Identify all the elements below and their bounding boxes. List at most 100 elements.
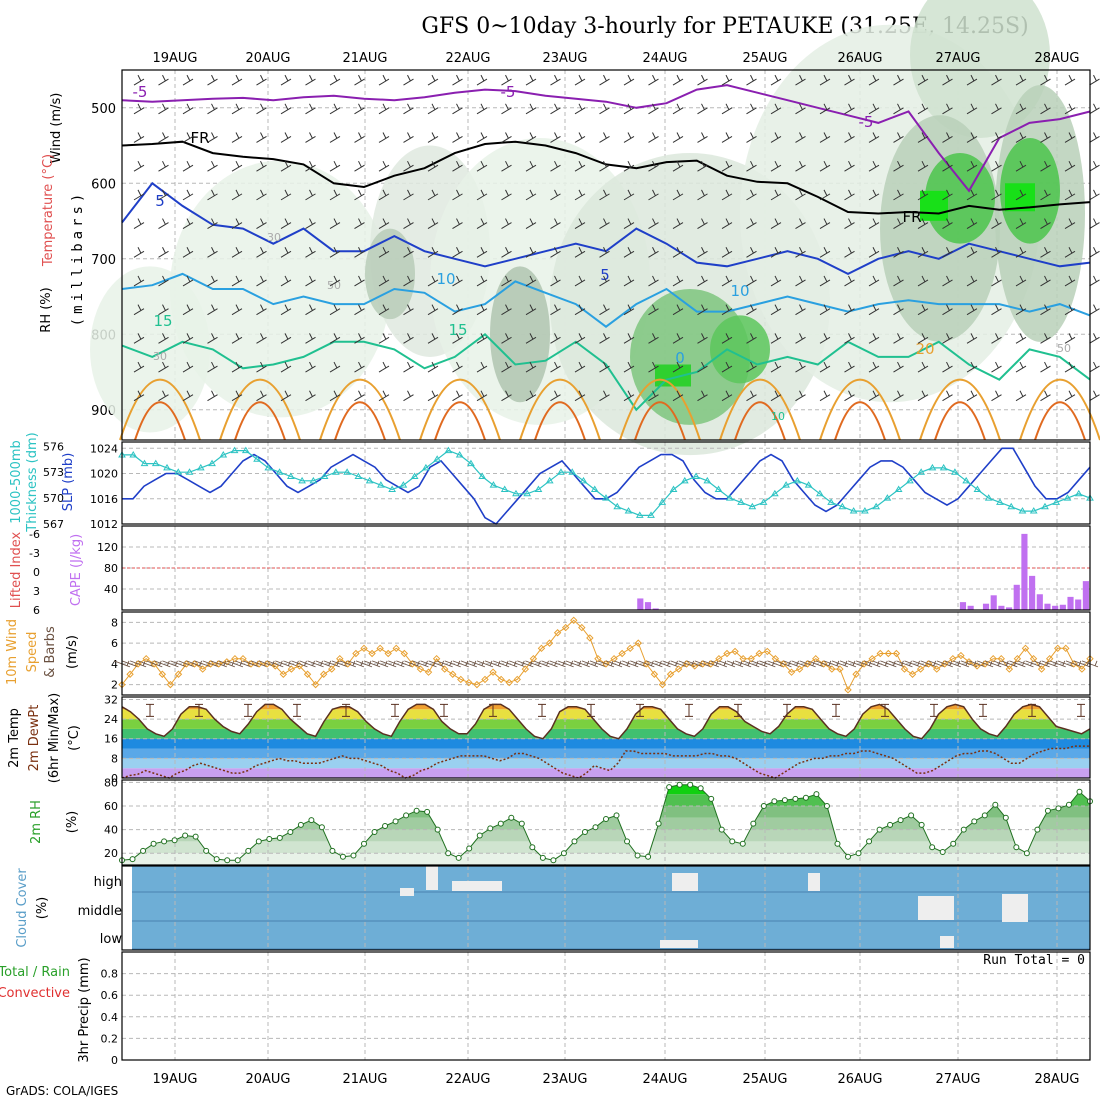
wind-barb [1089, 132, 1100, 143]
wind-barb [893, 390, 904, 402]
wind-barb [207, 304, 218, 316]
wind-barb [403, 333, 414, 344]
wind-barb [917, 132, 929, 143]
wind-barb [452, 390, 463, 402]
thickness-point [523, 489, 532, 497]
rh2m-point [876, 826, 883, 833]
wind-barb [648, 189, 659, 201]
wind-barb [231, 333, 243, 344]
wind-barb [427, 361, 439, 373]
wind-barb [672, 74, 684, 86]
rh2m-point [508, 814, 515, 821]
wind-barb [795, 218, 806, 229]
wind-barb [1015, 189, 1027, 201]
wind-barb [476, 189, 488, 201]
wind-barb [746, 103, 757, 115]
rh2m-point [529, 844, 536, 851]
thickness-point [534, 485, 543, 492]
wind-barb [721, 189, 733, 201]
wind-barb [133, 160, 145, 172]
wind-barb [917, 74, 929, 86]
wind-barb [378, 333, 390, 344]
date-label-bottom: 19AUG [152, 1072, 197, 1087]
wind-barb [182, 275, 194, 287]
wind-barb [819, 103, 831, 115]
wind-barb [868, 218, 880, 229]
wind10m-point [392, 644, 400, 653]
wind-barb [378, 74, 390, 86]
wind-barb [329, 189, 341, 201]
rh2m-point [845, 853, 851, 860]
wind-barb [599, 333, 610, 344]
wind10m-point [158, 670, 167, 678]
thickness-point [872, 502, 881, 510]
wind-barb [868, 189, 880, 201]
wind-barb [672, 333, 684, 344]
temp-contour-25 [434, 401, 486, 441]
wind-barb [525, 333, 537, 344]
thickness-point [354, 472, 363, 480]
wind-barb [525, 132, 537, 143]
wind-barb [844, 103, 855, 115]
wind-barb [231, 103, 243, 115]
rh2m-point [603, 815, 609, 822]
thickness-point [1063, 494, 1072, 501]
wind-barb [182, 189, 194, 201]
thickness-point [602, 494, 610, 501]
wind-barb [893, 275, 904, 287]
panel-frame [121, 951, 1091, 1061]
wind-barb [427, 304, 439, 316]
rh2m-label: 2m RH [29, 800, 44, 844]
wind10m-point [174, 670, 183, 678]
wind-barb [599, 361, 610, 373]
wind-barb [182, 132, 194, 143]
panel-frame [121, 69, 1091, 441]
wind-barb [697, 132, 708, 143]
date-label-top: 20AUG [245, 51, 290, 66]
wind-barb [231, 160, 243, 172]
wind-barb [231, 275, 243, 287]
wind-barb [672, 304, 684, 316]
contour-label: FR [902, 208, 921, 226]
wind-barb [844, 390, 855, 402]
wind-barb [476, 275, 488, 287]
contour-label: 30 [153, 350, 167, 363]
wind-barb [182, 361, 194, 373]
wind10m-point [933, 665, 941, 673]
pressure-tick: 500 [91, 102, 116, 117]
wind-barb [1015, 74, 1027, 86]
wind-barb [648, 304, 659, 316]
thickness-point [185, 468, 194, 475]
wind-barb [256, 189, 267, 201]
wind-barb [1089, 247, 1100, 258]
wind-barb [697, 189, 708, 201]
lifted-index-label: Lifted Index [9, 531, 24, 608]
rh2m-point [297, 821, 304, 828]
temp-tick: 8 [111, 752, 118, 765]
wind-barb [574, 160, 586, 172]
wind-barb [795, 390, 806, 402]
wind-barb [770, 304, 782, 316]
rh2m-point [192, 833, 199, 840]
wind-barb [574, 390, 586, 402]
wind-barb [452, 304, 463, 316]
wind-barb [427, 333, 439, 344]
rh2m-point [1065, 801, 1072, 808]
rh2m-point [403, 812, 410, 819]
wind-barb [329, 103, 341, 115]
wind-barb [991, 218, 1002, 229]
wind-barb [403, 390, 414, 402]
thickness-point [703, 476, 712, 484]
rh-tick: 80 [104, 776, 118, 789]
rh2m-point [1055, 805, 1062, 812]
wind-barb [623, 304, 635, 316]
rh2m-point [581, 828, 588, 835]
wind-barb [697, 247, 708, 258]
wind-barb [1089, 160, 1100, 172]
cloud-bar [400, 888, 414, 896]
contour-label: 15 [448, 321, 467, 339]
rh2m-point [150, 840, 157, 847]
wind-barb [623, 247, 635, 258]
wind-barb [599, 103, 610, 115]
